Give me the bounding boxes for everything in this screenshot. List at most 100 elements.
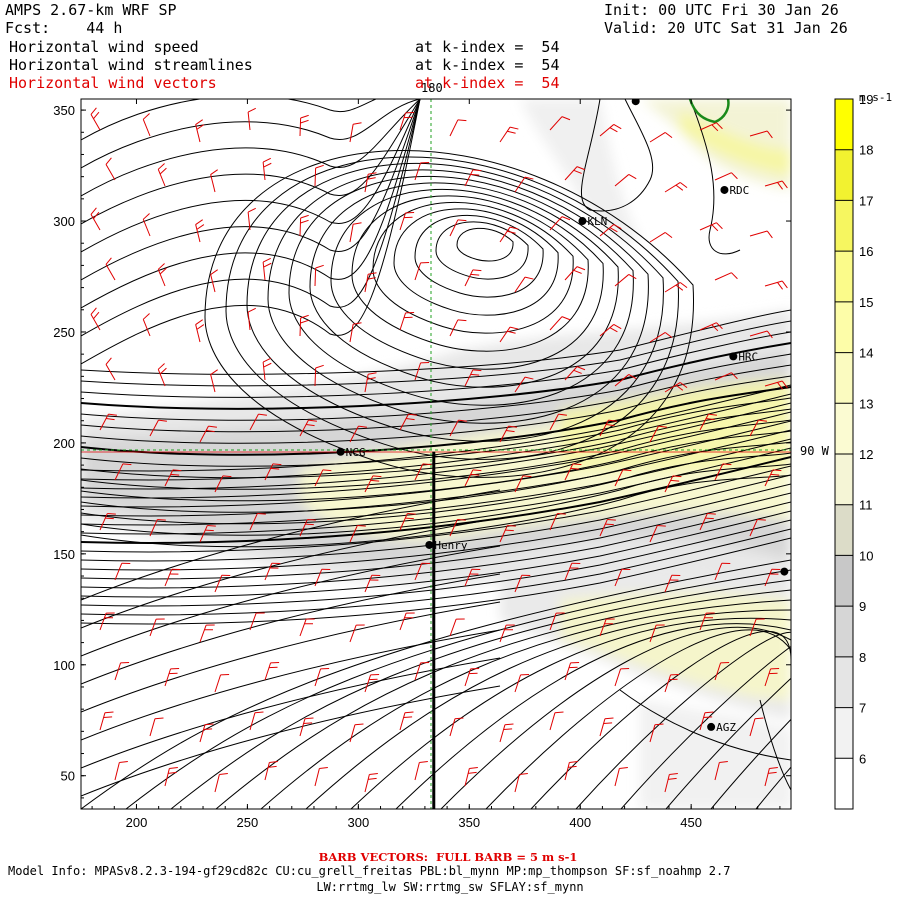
barb-shaft (714, 372, 732, 381)
barb-full (468, 672, 478, 675)
wind-barb (514, 376, 534, 393)
barb-full (403, 316, 413, 319)
barb-shaft (599, 419, 609, 437)
barb-shaft (149, 419, 159, 437)
barb-full (622, 469, 632, 472)
barb-full (300, 219, 309, 224)
barb-shaft (195, 224, 201, 243)
barb-full (766, 330, 773, 339)
station-label: AGZ (716, 721, 736, 734)
barb-shaft (464, 469, 474, 487)
barb-full (675, 284, 684, 291)
wind-barb (499, 226, 519, 243)
colorbar-tick-label: 12 (859, 447, 873, 462)
barb-shaft (464, 369, 474, 387)
wind-barb (599, 323, 622, 337)
streamline-jet-15 (81, 519, 791, 607)
barb-full (705, 517, 714, 520)
barb-shaft (364, 475, 374, 493)
barb-shaft (199, 425, 209, 443)
barb-shaft (414, 362, 422, 381)
barb-full (157, 163, 165, 170)
barb-full (168, 672, 178, 675)
barb-full (159, 367, 167, 375)
barb-shaft (564, 563, 573, 581)
barb-shaft (449, 419, 459, 437)
streamline-sw-2 (81, 545, 501, 657)
barb-shaft (764, 180, 783, 187)
wind-barb (514, 475, 532, 493)
streamline-loop-6 (330, 188, 604, 370)
y-tick-label: 350 (53, 103, 75, 118)
barb-full (509, 126, 519, 130)
barb-full (353, 322, 362, 325)
barb-shaft (499, 724, 506, 743)
wind-barb (399, 112, 415, 131)
barb-full (621, 568, 631, 571)
wind-barb (299, 419, 317, 437)
barb-full (772, 469, 782, 472)
streamline-jet-2 (81, 402, 791, 490)
station-label: HRC (738, 350, 758, 363)
barb-full (106, 612, 115, 614)
barb-full (319, 767, 328, 770)
barb-full (108, 413, 117, 416)
barb-full (628, 373, 637, 380)
barb-shaft (149, 718, 156, 737)
wind-barb (214, 674, 230, 693)
barb-shaft (549, 712, 556, 731)
barb-full (354, 723, 364, 726)
barb-full (304, 717, 314, 720)
barb-shaft (514, 376, 526, 393)
streamline-lower-13 (665, 677, 791, 809)
wind-barb (364, 475, 382, 493)
barb-shaft (549, 413, 559, 431)
barb-shaft (349, 324, 354, 343)
barb-full (367, 277, 376, 280)
barb-full (368, 272, 377, 275)
barb-shaft (164, 469, 174, 487)
wind-barb (399, 513, 416, 531)
barb-shaft (749, 330, 768, 337)
barb-full (369, 579, 379, 581)
barb-full (768, 672, 778, 675)
barb-full (769, 767, 778, 770)
barb-full (777, 382, 783, 390)
field-1-level: at k-index = 54 (415, 38, 560, 56)
barb-full (556, 612, 565, 614)
wind-barb (90, 107, 101, 131)
wind-barb (714, 562, 731, 581)
streamline-band-upper-12 (81, 441, 791, 513)
wind-barb (499, 326, 519, 343)
wind-barb (114, 562, 131, 581)
barb-shaft (714, 463, 724, 481)
wind-barb (564, 562, 581, 581)
barb-full (142, 113, 150, 120)
wind-barb (549, 513, 566, 531)
barb-shaft (105, 264, 116, 281)
wind-barb (599, 123, 622, 137)
wind-barb (714, 761, 728, 781)
barb-full (706, 612, 715, 614)
streamline-sw-1 (81, 517, 501, 629)
wind-barb (549, 413, 567, 431)
barb-full (506, 624, 515, 626)
meridian-label: 180 (421, 81, 443, 95)
barb-shaft (699, 322, 717, 331)
barb-full (558, 413, 567, 416)
barb-full (353, 122, 362, 125)
streamline-band-upper-7 (81, 386, 791, 456)
colorbar-segment (835, 301, 853, 353)
wind-barb (699, 513, 716, 531)
barb-full (458, 419, 467, 422)
streamline-jet-6 (81, 438, 791, 526)
streamline-loop-1 (435, 221, 529, 280)
barb-full (367, 377, 376, 380)
barb-shaft (157, 169, 166, 187)
barb-full (721, 562, 731, 565)
wind-barb (364, 674, 380, 693)
barb-full (469, 573, 479, 575)
streamline-sw-7 (81, 685, 501, 797)
barb-shaft (414, 662, 422, 681)
colorbar-segment (835, 99, 853, 150)
